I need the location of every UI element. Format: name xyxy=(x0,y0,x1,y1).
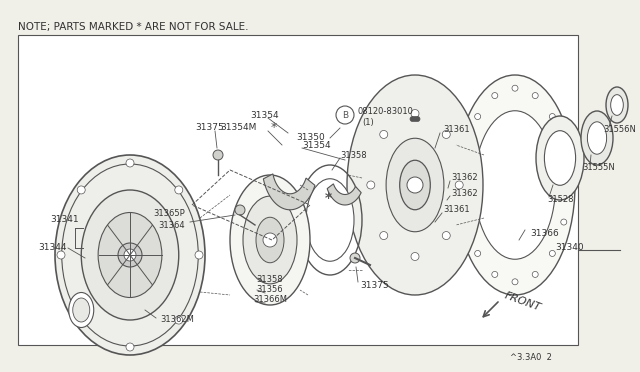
Circle shape xyxy=(411,109,419,118)
Circle shape xyxy=(455,181,463,189)
Text: 31356: 31356 xyxy=(257,285,284,295)
Text: 31362M: 31362M xyxy=(160,315,194,324)
Ellipse shape xyxy=(306,179,354,261)
Circle shape xyxy=(195,251,203,259)
Text: B: B xyxy=(342,110,348,119)
Circle shape xyxy=(350,253,360,263)
Circle shape xyxy=(411,253,419,260)
Ellipse shape xyxy=(81,190,179,320)
Ellipse shape xyxy=(545,131,575,185)
Circle shape xyxy=(549,250,556,256)
Circle shape xyxy=(463,219,469,225)
Circle shape xyxy=(126,159,134,167)
Text: 31375: 31375 xyxy=(360,280,388,289)
Circle shape xyxy=(492,93,498,99)
Ellipse shape xyxy=(347,75,483,295)
Ellipse shape xyxy=(611,94,623,115)
Circle shape xyxy=(380,131,388,138)
Text: NOTE; PARTS MARKED * ARE NOT FOR SALE.: NOTE; PARTS MARKED * ARE NOT FOR SALE. xyxy=(18,22,248,32)
Circle shape xyxy=(564,182,571,188)
Circle shape xyxy=(410,116,415,122)
Text: 31364: 31364 xyxy=(158,221,185,230)
Circle shape xyxy=(126,343,134,351)
Circle shape xyxy=(512,279,518,285)
Circle shape xyxy=(460,182,465,188)
Circle shape xyxy=(407,177,423,193)
Circle shape xyxy=(442,131,451,138)
Circle shape xyxy=(561,219,567,225)
Ellipse shape xyxy=(68,292,93,327)
Text: 31556N: 31556N xyxy=(603,125,636,135)
Text: 31365P: 31365P xyxy=(153,208,185,218)
Circle shape xyxy=(532,272,538,278)
Text: 31361: 31361 xyxy=(443,205,470,215)
Text: *: * xyxy=(324,191,332,205)
Circle shape xyxy=(118,243,142,267)
Circle shape xyxy=(213,150,223,160)
Ellipse shape xyxy=(73,298,90,322)
Text: 31366M: 31366M xyxy=(253,295,287,305)
Circle shape xyxy=(463,145,469,151)
Text: 31362: 31362 xyxy=(451,173,477,183)
Text: 31354: 31354 xyxy=(302,141,331,150)
Circle shape xyxy=(124,249,136,261)
Text: 31361: 31361 xyxy=(443,125,470,135)
Ellipse shape xyxy=(606,87,628,123)
Text: 31555N: 31555N xyxy=(582,164,615,173)
Text: 31358: 31358 xyxy=(257,276,284,285)
Circle shape xyxy=(442,231,451,240)
Text: 31528: 31528 xyxy=(547,196,573,205)
Circle shape xyxy=(475,113,481,119)
Circle shape xyxy=(475,250,481,256)
Circle shape xyxy=(77,186,85,194)
Ellipse shape xyxy=(581,111,613,165)
Circle shape xyxy=(380,231,388,240)
Circle shape xyxy=(77,316,85,324)
Circle shape xyxy=(415,116,420,122)
Text: ^3.3A0  2: ^3.3A0 2 xyxy=(510,353,552,362)
Text: FRONT: FRONT xyxy=(503,291,542,313)
Ellipse shape xyxy=(386,138,444,232)
Ellipse shape xyxy=(256,217,284,263)
Text: *: * xyxy=(271,122,277,135)
Text: 31358: 31358 xyxy=(340,151,367,160)
Text: (1): (1) xyxy=(362,118,374,126)
Ellipse shape xyxy=(98,212,162,298)
Text: 31366: 31366 xyxy=(530,228,559,237)
Text: 31341: 31341 xyxy=(50,215,79,224)
Text: 31340: 31340 xyxy=(555,244,584,253)
Ellipse shape xyxy=(474,111,556,259)
Circle shape xyxy=(492,272,498,278)
Text: 31344: 31344 xyxy=(38,244,67,253)
Polygon shape xyxy=(264,174,315,210)
Circle shape xyxy=(512,85,518,91)
Text: 31354M: 31354M xyxy=(220,124,257,132)
Circle shape xyxy=(57,251,65,259)
Polygon shape xyxy=(327,184,361,205)
Circle shape xyxy=(235,205,245,215)
Text: 08120-83010: 08120-83010 xyxy=(358,108,414,116)
Circle shape xyxy=(549,113,556,119)
Circle shape xyxy=(367,181,375,189)
Text: 31354: 31354 xyxy=(250,110,278,119)
Ellipse shape xyxy=(536,116,584,200)
Circle shape xyxy=(532,93,538,99)
Ellipse shape xyxy=(243,196,297,284)
Bar xyxy=(18,35,578,345)
Circle shape xyxy=(175,316,183,324)
Circle shape xyxy=(175,186,183,194)
Circle shape xyxy=(263,233,277,247)
Ellipse shape xyxy=(455,75,575,295)
Text: 31362: 31362 xyxy=(451,189,477,198)
Circle shape xyxy=(413,116,417,122)
Ellipse shape xyxy=(588,122,607,154)
Ellipse shape xyxy=(230,175,310,305)
Ellipse shape xyxy=(400,160,430,210)
Text: 31375: 31375 xyxy=(195,124,224,132)
Ellipse shape xyxy=(55,155,205,355)
Text: 31350: 31350 xyxy=(296,134,325,142)
Circle shape xyxy=(561,145,567,151)
